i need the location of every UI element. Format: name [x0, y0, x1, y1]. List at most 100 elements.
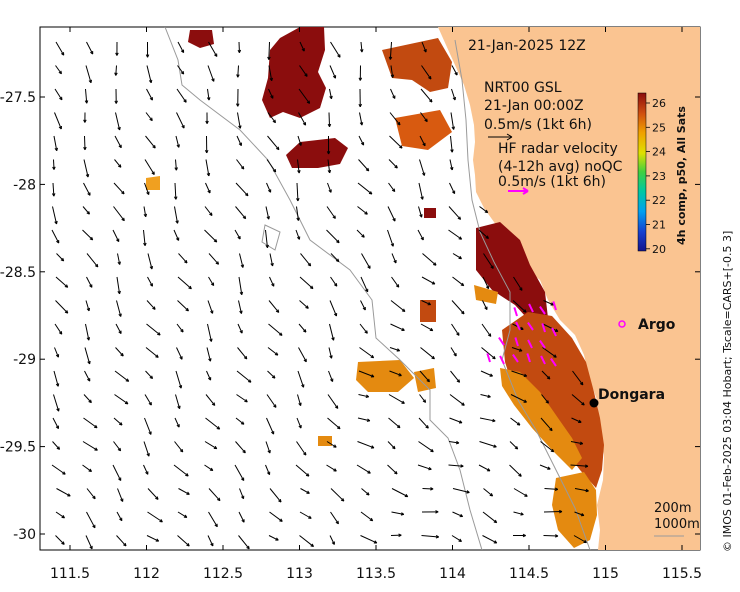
model-arrow	[205, 417, 220, 430]
model-arrow	[420, 88, 433, 103]
model-arrowhead	[298, 402, 302, 406]
model-arrow	[207, 323, 212, 342]
model-arrowhead	[59, 96, 63, 101]
colorbar-tick-label: 22	[652, 194, 666, 207]
model-arrow	[266, 159, 277, 173]
model-arrow	[268, 300, 280, 313]
model-arrowhead	[206, 172, 211, 177]
colorbar-tick-label: 20	[652, 243, 666, 256]
model-arrowhead	[214, 53, 218, 57]
model-arrowhead	[125, 378, 130, 382]
model-arrow	[389, 135, 403, 149]
model-arrow	[114, 394, 129, 405]
model-arrowhead	[207, 190, 211, 194]
model-arrow	[482, 535, 497, 544]
model-arrowhead	[52, 166, 56, 170]
model-arrow	[238, 300, 242, 314]
model-arrowhead	[391, 188, 396, 193]
model-arrowhead	[56, 408, 60, 412]
model-arrowhead	[210, 282, 215, 287]
model-arrow	[391, 253, 397, 264]
model-arrow	[54, 88, 63, 101]
model-arrowhead	[92, 524, 96, 529]
model-arrowhead	[493, 519, 498, 524]
model-arrow	[114, 159, 122, 168]
model-arrow	[84, 135, 86, 150]
model-arrow	[448, 229, 462, 240]
model-arrow	[238, 535, 250, 550]
timestamp-label: 21-Jan-2025 12Z	[468, 38, 586, 54]
model-arrowhead	[399, 145, 403, 149]
model-arrowhead	[466, 490, 470, 494]
model-arrowhead	[206, 97, 211, 101]
model-arrowhead	[88, 79, 93, 84]
model-arrowhead	[331, 541, 335, 545]
model-arrowhead	[390, 243, 395, 247]
model-arrow	[450, 112, 455, 130]
colorbar-title: 4h comp, p50, All Sats	[675, 106, 688, 245]
model-arrow	[205, 159, 210, 177]
sst-patch-coastal-north	[382, 38, 452, 92]
model-arrow	[82, 441, 98, 451]
model-arrow	[51, 464, 66, 475]
model-arrowhead	[523, 399, 527, 403]
model-arrowhead	[148, 431, 152, 435]
model-arrowhead	[186, 543, 190, 547]
model-arrowhead	[401, 308, 406, 312]
land-mass	[438, 27, 700, 550]
model-arrow	[449, 417, 463, 424]
model-arrow	[208, 488, 221, 501]
model-arrowhead	[94, 424, 98, 429]
model-arrow	[389, 112, 401, 126]
sst-patch-offshore-b	[414, 368, 436, 392]
model-arrow	[481, 323, 492, 337]
model-arrowhead	[238, 125, 242, 129]
model-arrow	[391, 276, 400, 288]
model-arrowhead	[211, 402, 216, 406]
model-arrowhead	[86, 307, 91, 312]
model-arrow	[265, 229, 268, 248]
model-arrowhead	[117, 126, 121, 131]
model-arrow	[572, 370, 584, 386]
model-arrow	[176, 323, 184, 333]
model-arrow	[361, 253, 371, 269]
model-arrowhead	[456, 379, 461, 383]
model-arrow	[513, 511, 524, 516]
model-arrow	[387, 441, 396, 450]
model-arrow	[570, 441, 583, 445]
model-arrow	[113, 206, 125, 222]
model-arrow	[421, 276, 436, 285]
model-arrow	[482, 300, 488, 310]
model-arrowhead	[145, 54, 150, 58]
model-arrowhead	[213, 238, 218, 243]
model-arrow	[177, 535, 190, 547]
model-arrow	[297, 135, 302, 146]
model-arrow	[116, 511, 123, 522]
model-arrowhead	[186, 491, 190, 495]
model-arrow	[112, 464, 122, 481]
model-arrowhead	[185, 307, 189, 312]
model-arrowhead	[305, 473, 310, 477]
model-arrow	[300, 253, 312, 267]
model-arrowhead	[545, 400, 549, 404]
credit-text: © IMOS 01-Feb-2025 03:04 Hobart; Tscale=…	[721, 231, 734, 552]
model-arrowhead	[303, 452, 307, 456]
model-arrowhead	[367, 470, 371, 474]
model-arrow	[539, 464, 551, 470]
model-arrow	[112, 229, 120, 242]
model-arrowhead	[401, 327, 405, 331]
model-arrow	[542, 323, 559, 332]
radar-arrow	[551, 327, 557, 337]
argo-marker[interactable]	[618, 320, 626, 328]
sst-patch-north	[262, 27, 326, 118]
model-arrowhead	[452, 96, 456, 101]
model-arrow	[295, 229, 300, 240]
city-marker[interactable]	[589, 398, 599, 408]
model-arrow	[174, 441, 184, 453]
sst-patch-south	[552, 472, 597, 548]
model-arrow	[205, 182, 211, 194]
model-arrow	[174, 182, 177, 200]
model-arrowhead	[87, 378, 91, 382]
model-arrow	[419, 135, 426, 147]
model-arrow	[329, 88, 332, 99]
